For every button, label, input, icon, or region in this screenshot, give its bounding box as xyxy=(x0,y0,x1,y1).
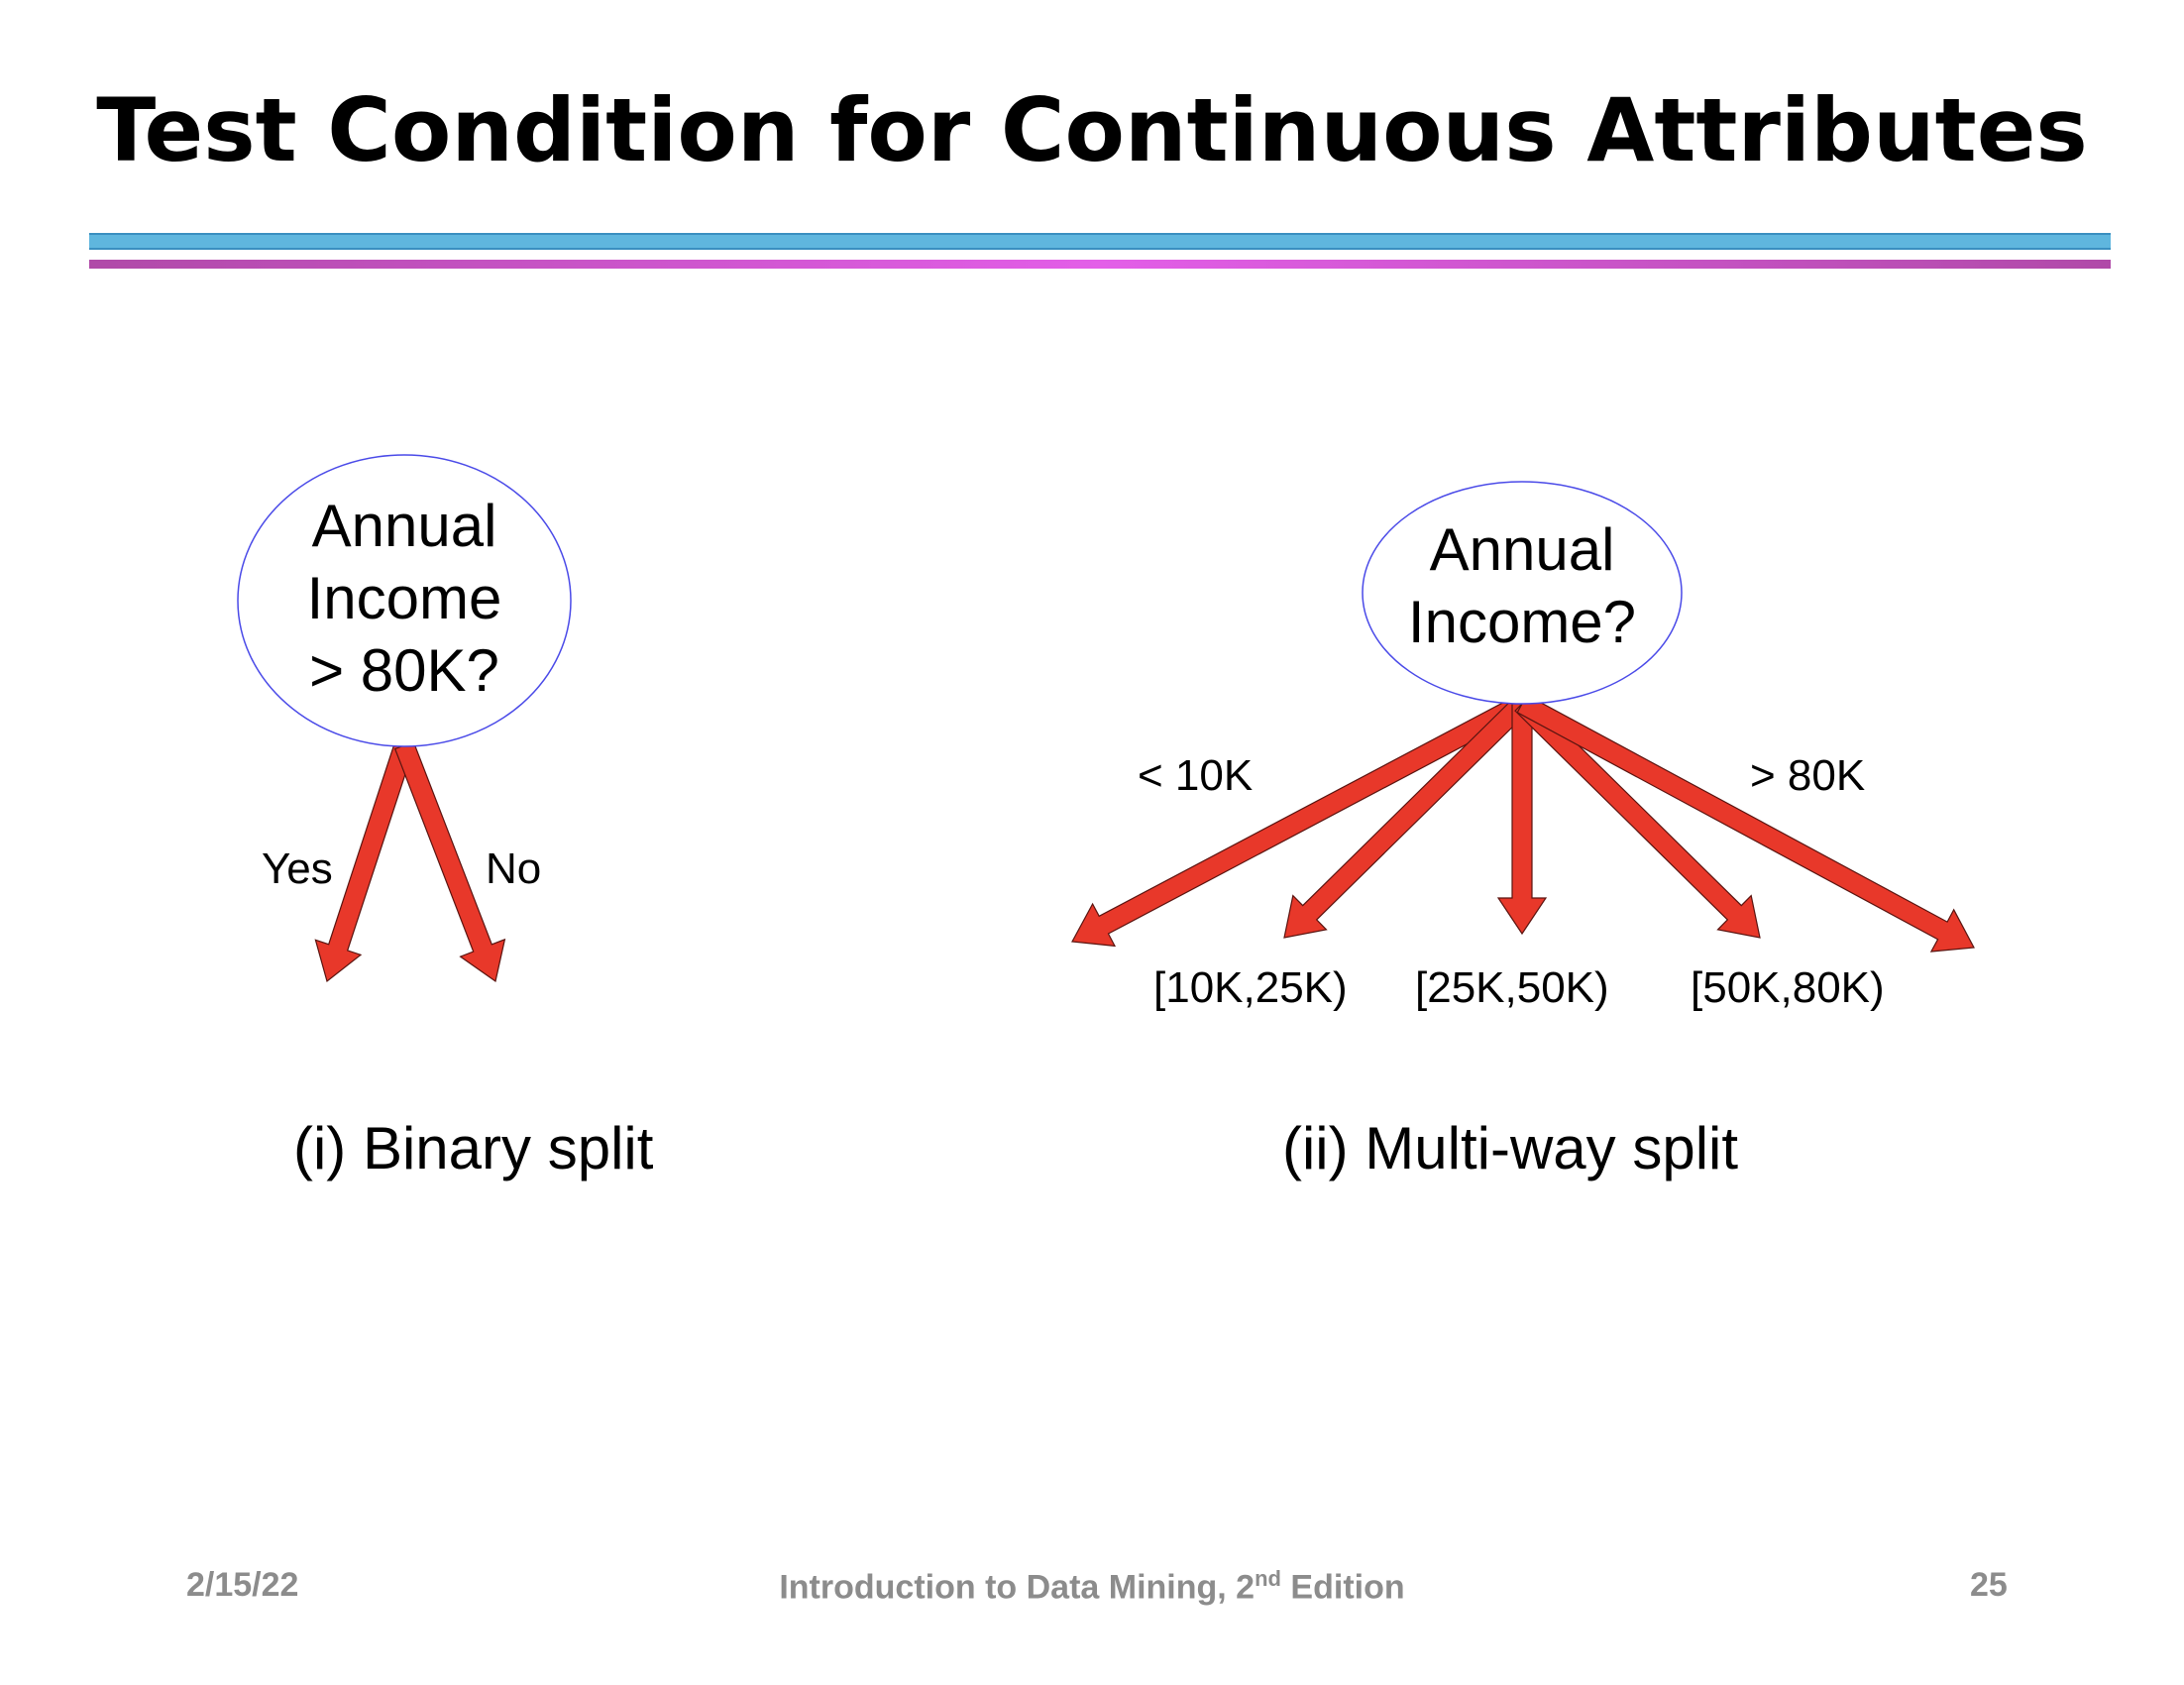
branch-label-25k-50k: [25K,50K) xyxy=(1415,963,1609,1012)
arrow-10k-25k xyxy=(1283,696,1530,939)
multiway-node-label: Annual Income? xyxy=(1373,513,1671,658)
slide-title: Test Condition for Continuous Attributes xyxy=(96,79,2088,181)
multiway-node-line-1: Annual xyxy=(1429,516,1615,583)
multiway-split-node xyxy=(1362,481,1683,705)
binary-node-line-3: > 80K? xyxy=(309,637,499,704)
arrow-25k-50k xyxy=(1496,703,1548,936)
binary-node-line-2: Income xyxy=(306,565,502,631)
arrow-gt-80k xyxy=(1516,694,1975,953)
binary-node-label: Annual Income > 80K? xyxy=(256,490,553,707)
arrow-lt-10k xyxy=(1071,694,1528,948)
footer-date: 2/15/22 xyxy=(186,1566,299,1604)
branch-label-50k-80k: [50K,80K) xyxy=(1691,963,1885,1012)
branch-label-lt-10k: < 10K xyxy=(1138,751,1254,800)
branch-label-10k-25k: [10K,25K) xyxy=(1153,963,1348,1012)
binary-split-node xyxy=(237,454,572,747)
footer-page-number: 25 xyxy=(1970,1566,2008,1604)
title-rule-pink xyxy=(89,260,2111,269)
arrow-no xyxy=(393,740,506,983)
branch-label-gt-80k: > 80K xyxy=(1750,751,1866,800)
arrow-group xyxy=(314,694,1975,983)
arrow-yes xyxy=(314,741,415,983)
footer-book-title: Introduction to Data Mining, 2nd Edition xyxy=(0,1566,2184,1607)
multiway-split-caption: (ii) Multi-way split xyxy=(1282,1115,1739,1181)
footer-book-title-sup: nd xyxy=(1255,1566,1281,1591)
footer-book-title-suffix: Edition xyxy=(1280,1568,1405,1607)
binary-node-line-1: Annual xyxy=(311,493,497,559)
title-rule-blue xyxy=(89,233,2111,250)
binary-split-caption: (i) Binary split xyxy=(293,1115,654,1181)
branch-label-yes: Yes xyxy=(262,844,333,893)
branch-label-no: No xyxy=(486,844,542,893)
multiway-node-line-2: Income? xyxy=(1407,589,1637,655)
footer-book-title-main: Introduction to Data Mining, 2 xyxy=(779,1568,1256,1607)
